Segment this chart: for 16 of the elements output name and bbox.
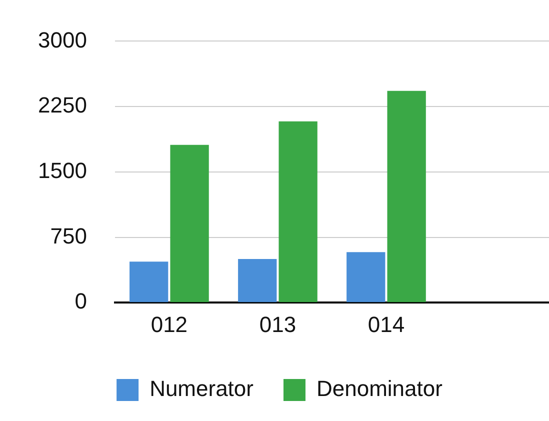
x-tick-label: 014 — [368, 312, 405, 337]
x-tick-label: 012 — [150, 312, 188, 337]
y-tick-label: 2250 — [38, 92, 87, 118]
y-tick-label: 3000 — [38, 27, 87, 52]
bar — [278, 121, 318, 302]
y-tick-label: 0 — [74, 288, 87, 314]
x-tick-label: 013 — [259, 312, 296, 337]
bar — [170, 144, 209, 302]
bar — [387, 90, 426, 302]
legend-label: Numerator — [150, 376, 254, 402]
bar — [130, 262, 168, 302]
bar — [346, 252, 386, 302]
y-tick-label: 1500 — [38, 158, 87, 183]
y-tick-label: 750 — [50, 223, 87, 248]
legend-label: Denominator — [316, 376, 442, 402]
bar — [238, 259, 277, 302]
